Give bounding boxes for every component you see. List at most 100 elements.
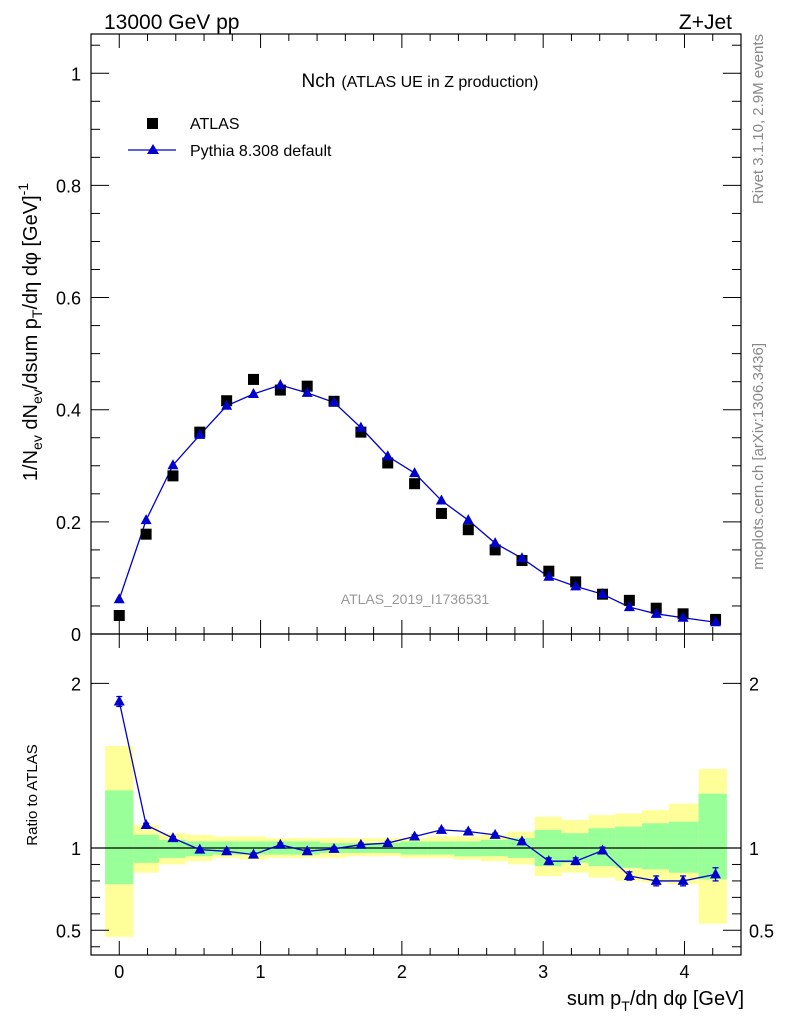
pythia-point	[543, 570, 555, 581]
ratio-point	[597, 844, 609, 855]
ratio-point	[543, 855, 555, 866]
ratio-point	[113, 695, 125, 706]
pythia-point	[167, 459, 179, 470]
pythia-point	[221, 399, 233, 410]
pythia-point	[516, 552, 528, 563]
atlas-point	[409, 478, 421, 490]
pythia-point	[328, 396, 340, 407]
source-label: mcplots.cern.ch [arXiv:1306.3436]	[750, 343, 767, 570]
y-tick-label-ratio-left: 0.5	[56, 921, 81, 941]
main-axes	[90, 33, 742, 635]
atlas-point	[301, 380, 313, 392]
ratio-point	[435, 823, 447, 834]
atlas-point	[489, 544, 501, 556]
y-tick-label-ratio-right: 0.5	[749, 921, 774, 941]
main-panel: 0 0.2 0.4 0.6 0.8 1 Nch (ATLAS UE in Z product…	[15, 33, 742, 645]
main-frame	[90, 33, 742, 635]
y-tick-label-main: 0.6	[56, 289, 81, 309]
x-tick-labels: 0 1 2 3 4	[114, 962, 689, 982]
main-tick-marks	[90, 34, 742, 635]
ratio-axes	[90, 633, 742, 956]
atlas-point	[462, 524, 474, 536]
ratio-point	[382, 837, 394, 848]
rivet-label: Rivet 3.1.10, 2.9M events	[750, 34, 767, 204]
main-data-layer	[113, 373, 722, 627]
ratio-point	[650, 874, 662, 885]
ratio-point	[355, 838, 367, 849]
ratio-panel: 0.5 0.5 1 1 2 2 Ratio to ATLAS 0 1 2 3 4 sum pT/d…	[24, 633, 774, 1014]
x-tick-label: 3	[538, 962, 548, 982]
ratio-band-inner	[698, 793, 727, 880]
ratio-point	[328, 842, 340, 853]
pythia-point	[489, 537, 501, 548]
pythia-point	[248, 388, 259, 398]
process-label: Z+Jet	[679, 11, 732, 34]
atlas-point	[355, 426, 367, 438]
ratio-point	[140, 818, 152, 829]
ratio-tick-labels: 0.5 0.5 1 1 2 2	[56, 674, 774, 941]
atlas-point	[248, 373, 259, 385]
ratio-point	[570, 855, 582, 866]
main-y-axis-title: 1/Nev dNev/dsum pT/dη dφ [GeV]-1	[15, 183, 45, 481]
ratio-point	[409, 830, 421, 841]
y-tick-label-main: 0.4	[56, 401, 81, 421]
legend-label-atlas: ATLAS	[190, 116, 240, 133]
ratio-data-layer	[113, 695, 722, 887]
ratio-band-inner	[158, 839, 186, 858]
x-axis-title: sum pT/dη dφ [GeV]	[567, 988, 744, 1014]
pythia-point	[355, 421, 367, 432]
ratio-point	[462, 825, 474, 836]
ratio-tick-marks	[90, 634, 742, 955]
ratio-point	[489, 828, 501, 839]
pythia-point	[140, 514, 152, 525]
plot-title-main: Nch	[302, 71, 336, 92]
pythia-point	[435, 494, 447, 505]
x-tick-label: 1	[256, 962, 266, 982]
y-tick-label-ratio-right: 2	[749, 674, 759, 694]
ratio-bands	[105, 745, 727, 937]
pythia-point	[194, 428, 206, 439]
legend-marker-atlas	[147, 118, 158, 129]
y-tick-label-main: 0.2	[56, 513, 81, 533]
pythia-line	[118, 384, 716, 623]
ratio-band-inner	[454, 841, 481, 857]
y-tick-label-ratio-left: 2	[71, 674, 81, 694]
atlas-point	[623, 594, 635, 606]
y-tick-label-ratio-left: 1	[71, 839, 81, 859]
ratio-band-inner	[642, 823, 669, 870]
ratio-frame	[90, 633, 742, 956]
pythia-point	[677, 611, 689, 622]
main-tick-labels: 0 0.2 0.4 0.6 0.8 1	[56, 64, 81, 645]
analysis-tag: ATLAS_2019_I1736531	[341, 591, 490, 607]
ratio-point	[167, 832, 179, 843]
pythia-point	[113, 593, 125, 604]
pythia-point	[570, 580, 582, 591]
x-tick-label: 2	[397, 962, 407, 982]
x-tick-label: 4	[679, 962, 689, 982]
pythia-point	[409, 467, 421, 478]
ratio-band-inner	[105, 790, 134, 885]
y-tick-label-main: 0	[71, 625, 81, 645]
ratio-point	[301, 845, 313, 856]
ratio-point	[248, 848, 259, 859]
ratio-point	[677, 874, 689, 885]
y-tick-label-main: 1	[71, 64, 81, 84]
pythia-point	[650, 607, 662, 618]
ratio-point	[221, 845, 233, 856]
pythia-point	[274, 379, 286, 390]
ratio-point	[710, 868, 722, 879]
pythia-point	[623, 601, 635, 612]
atlas-point	[382, 457, 394, 469]
plot-title-sub: (ATLAS UE in Z production)	[341, 74, 538, 91]
plot-title: Nch (ATLAS UE in Z production)	[302, 71, 539, 92]
ratio-band-inner	[615, 826, 643, 868]
x-tick-label: 0	[114, 962, 124, 982]
atlas-point	[167, 470, 179, 482]
pythia-point	[462, 514, 474, 525]
pythia-point	[301, 386, 313, 397]
y-tick-label-main: 0.8	[56, 176, 81, 196]
ratio-point	[516, 835, 528, 846]
y-tick-label-ratio-right: 1	[749, 839, 759, 859]
